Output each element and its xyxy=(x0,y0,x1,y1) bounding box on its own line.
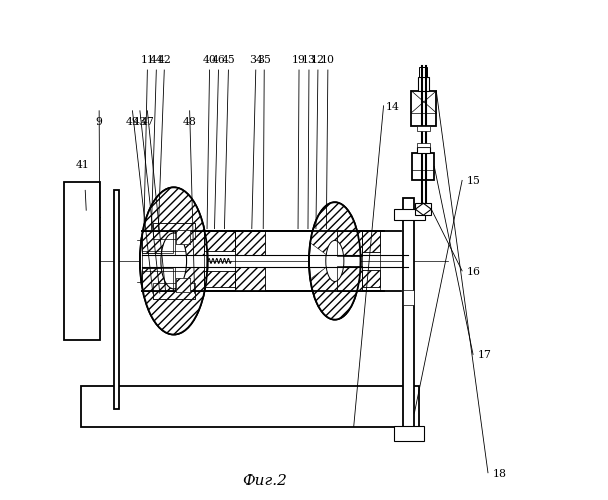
Text: 40: 40 xyxy=(202,55,216,65)
Bar xyxy=(362,270,379,287)
Bar xyxy=(81,386,420,426)
Text: 11: 11 xyxy=(140,55,154,65)
Text: 18: 18 xyxy=(493,469,507,479)
Bar xyxy=(415,204,431,215)
Bar xyxy=(114,190,119,409)
Text: 9: 9 xyxy=(95,116,103,126)
Bar xyxy=(176,267,204,291)
Polygon shape xyxy=(142,188,205,254)
Polygon shape xyxy=(310,202,359,256)
Bar xyxy=(235,267,265,291)
Ellipse shape xyxy=(326,240,344,282)
Text: 15: 15 xyxy=(466,176,480,186)
Bar xyxy=(176,230,190,243)
Text: 13: 13 xyxy=(302,55,316,65)
Bar xyxy=(176,278,190,292)
Text: 14: 14 xyxy=(386,102,400,113)
Bar xyxy=(337,231,362,256)
Bar xyxy=(412,152,434,180)
Bar xyxy=(337,266,362,291)
Text: 17: 17 xyxy=(478,350,492,360)
Text: 10: 10 xyxy=(321,55,335,65)
Text: 45: 45 xyxy=(221,55,235,65)
Text: 34: 34 xyxy=(249,55,263,65)
Bar xyxy=(153,222,195,239)
Bar xyxy=(418,77,429,91)
Bar xyxy=(235,231,265,255)
Bar xyxy=(412,91,437,126)
Bar xyxy=(393,426,424,442)
Bar xyxy=(417,126,430,130)
Text: 19: 19 xyxy=(292,55,306,65)
Bar xyxy=(153,283,195,299)
Text: 49: 49 xyxy=(126,116,139,126)
Text: 43: 43 xyxy=(133,116,147,126)
Text: 46: 46 xyxy=(212,55,226,65)
Bar xyxy=(176,230,190,243)
Bar xyxy=(362,231,379,252)
Bar xyxy=(176,231,204,255)
Text: 41: 41 xyxy=(76,160,89,170)
Bar xyxy=(176,231,204,255)
Bar xyxy=(337,266,362,291)
Bar xyxy=(395,209,426,220)
Bar xyxy=(204,271,235,287)
Bar xyxy=(404,290,415,304)
Text: Фиг.2: Фиг.2 xyxy=(242,474,286,488)
Bar xyxy=(235,267,265,291)
Bar xyxy=(417,146,430,152)
Bar xyxy=(142,268,173,291)
Text: 16: 16 xyxy=(467,268,481,278)
Bar xyxy=(404,198,415,426)
Bar xyxy=(204,231,235,251)
Bar xyxy=(64,182,100,340)
Bar xyxy=(142,231,173,254)
Text: 44: 44 xyxy=(150,55,163,65)
Bar xyxy=(420,67,427,77)
Ellipse shape xyxy=(140,188,207,334)
Ellipse shape xyxy=(309,202,361,320)
Bar xyxy=(362,231,379,252)
Bar xyxy=(142,231,173,254)
Bar xyxy=(362,270,379,287)
Bar xyxy=(153,283,195,299)
Bar xyxy=(235,231,265,255)
Text: 35: 35 xyxy=(257,55,271,65)
Bar xyxy=(153,222,195,239)
Bar xyxy=(142,268,173,291)
Bar xyxy=(204,231,235,251)
Bar xyxy=(337,231,362,256)
Ellipse shape xyxy=(161,233,187,289)
Bar xyxy=(176,278,190,292)
Text: 47: 47 xyxy=(140,116,154,126)
Bar xyxy=(204,271,235,287)
Text: 42: 42 xyxy=(157,55,171,65)
Text: 48: 48 xyxy=(182,116,196,126)
Polygon shape xyxy=(310,266,359,320)
Bar xyxy=(417,142,430,146)
Bar xyxy=(176,267,204,291)
Text: 12: 12 xyxy=(311,55,325,65)
Polygon shape xyxy=(142,268,205,334)
